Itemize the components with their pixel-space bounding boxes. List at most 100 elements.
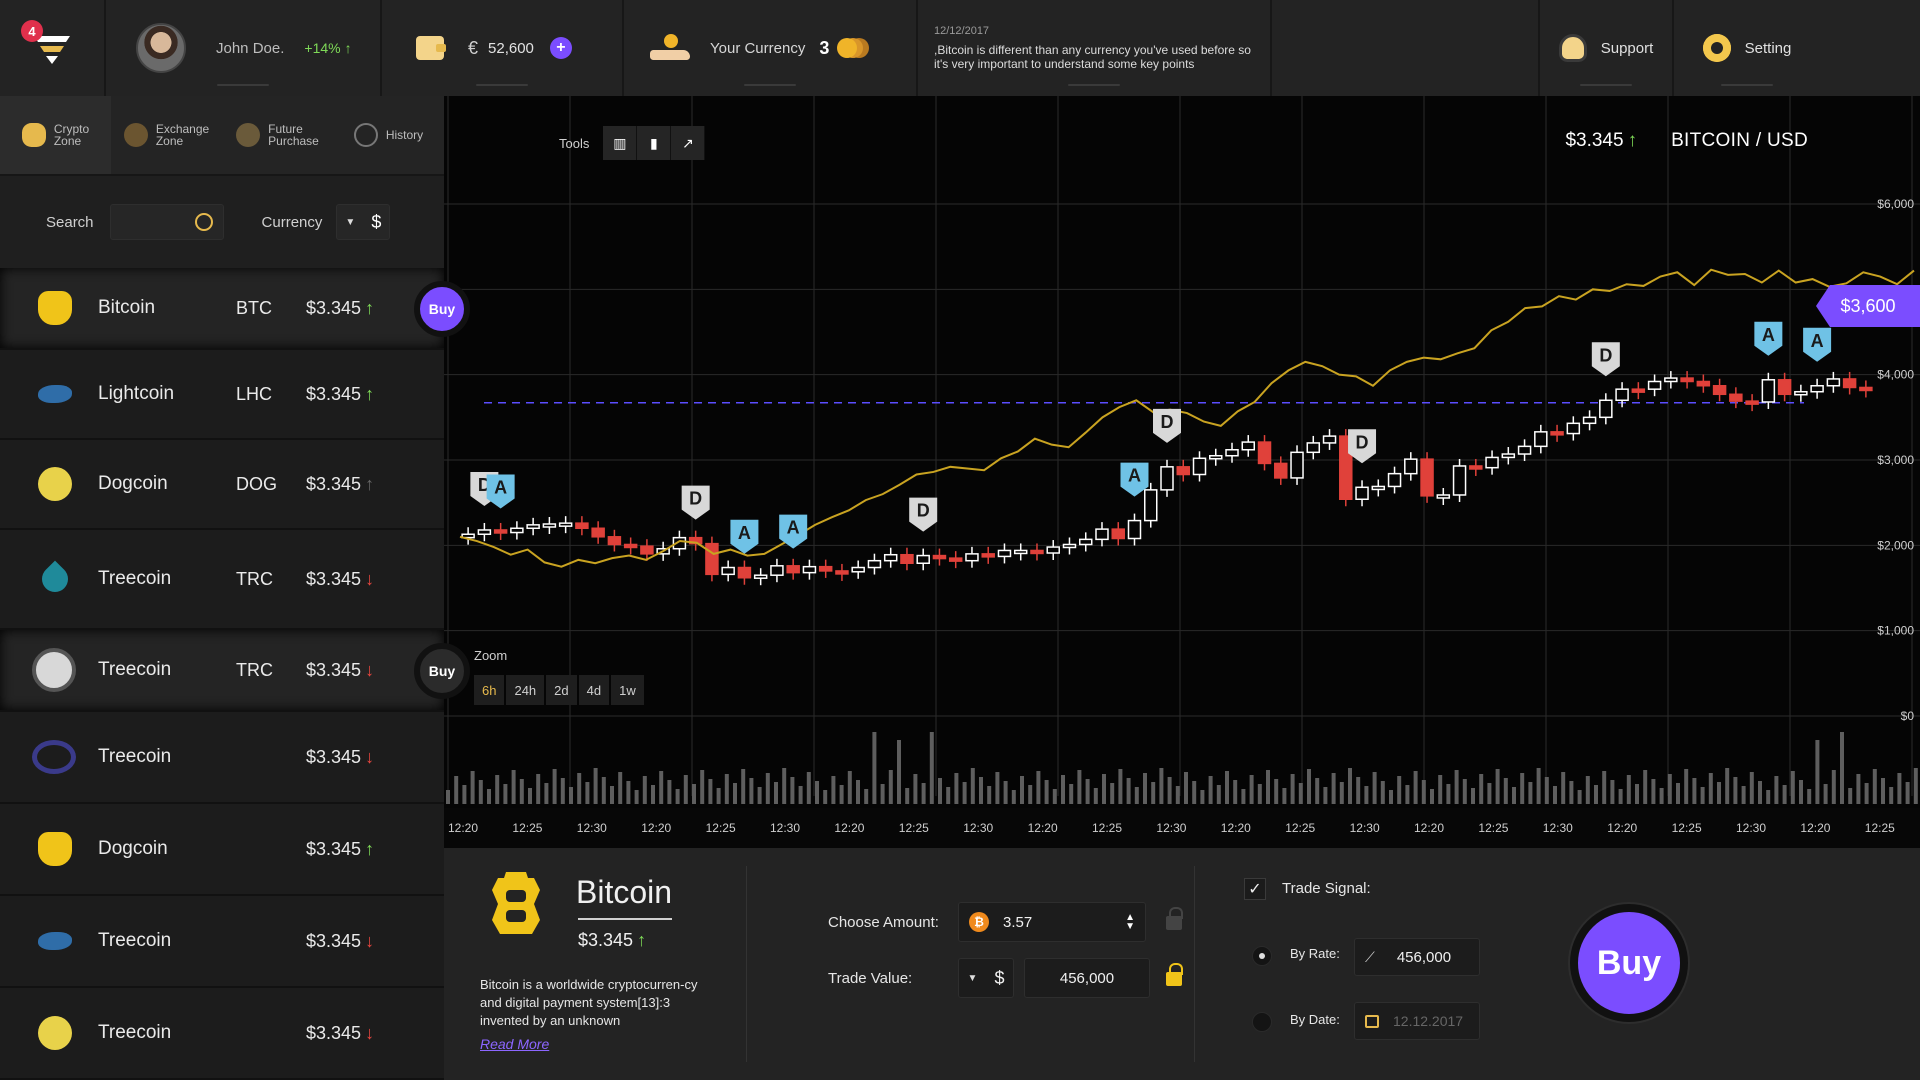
- candle-down: [1696, 380, 1711, 387]
- chart-tools: Tools ▥ ▮ ↗: [559, 126, 706, 160]
- signal-a-marker: [1120, 462, 1149, 497]
- coin-row[interactable]: Dogcoin $3.345 ↑: [0, 804, 444, 896]
- zoom-option[interactable]: 2d: [546, 675, 577, 705]
- coin-name: Treecoin: [98, 746, 172, 767]
- lock-icon[interactable]: [1166, 963, 1183, 986]
- currency-cell[interactable]: Your Currency 3: [624, 0, 918, 96]
- volume-bar: [1028, 785, 1033, 804]
- coin-row[interactable]: Lightcoin LHC $3.345 ↑: [0, 350, 444, 440]
- user-cell[interactable]: John Doe. +14% ↑: [106, 0, 382, 96]
- target-price-tag[interactable]: $3,600: [1816, 285, 1920, 327]
- bar-chart-tool-icon[interactable]: ▥: [603, 126, 638, 160]
- volume-bar: [511, 770, 516, 804]
- coin-name: Treecoin: [98, 930, 172, 951]
- currency-select[interactable]: ▼ $: [336, 204, 391, 240]
- signal-label: D: [689, 489, 702, 509]
- price-chart[interactable]: $6,000$5,000$4,000$3,000$2,000$1,000$0DA…: [444, 96, 1920, 848]
- coin-row[interactable]: Treecoin TRC $3.345 ↓: [0, 530, 444, 630]
- candle-up: [1582, 416, 1597, 425]
- volume-bar: [1594, 785, 1598, 804]
- volume-bar: [675, 789, 680, 804]
- volume-bar: [1585, 776, 1590, 804]
- y-tick-label: $2,000: [1877, 538, 1914, 552]
- coin-description: Bitcoin is a worldwide cryptocurren-cy a…: [480, 977, 698, 1028]
- read-more-link[interactable]: Read More: [480, 1036, 550, 1052]
- trade-currency-select[interactable]: ▼ $: [958, 958, 1014, 998]
- volume-bar: [1421, 780, 1426, 804]
- coin-row[interactable]: Treecoin TRC $3.345 ↓ Buy: [0, 630, 470, 712]
- amount-stepper[interactable]: ₿ 3.57 ▲ ▼: [958, 902, 1146, 942]
- volume-bar: [946, 787, 951, 804]
- support-button[interactable]: Support: [1540, 0, 1674, 96]
- price-header: $3.345 ↑ BITCOIN / USD: [1565, 130, 1808, 152]
- search-input[interactable]: [110, 205, 191, 239]
- user-name: John Doe.: [216, 39, 285, 57]
- logo-cell[interactable]: 4: [0, 0, 106, 96]
- volume-bar: [626, 781, 631, 804]
- row-buy-button[interactable]: Buy: [414, 281, 470, 337]
- buy-button[interactable]: Buy: [1570, 904, 1688, 1022]
- zoom-option[interactable]: 1w: [611, 675, 644, 705]
- trade-currency-value: $: [994, 967, 1005, 988]
- title-divider: [578, 918, 672, 920]
- tab-crypto-zone[interactable]: Crypto Zone: [0, 96, 111, 174]
- volume-bar: [1520, 773, 1525, 804]
- volume-bar: [864, 789, 869, 804]
- wallet-icon: [416, 36, 446, 60]
- trade-signal-checkbox[interactable]: ✓: [1244, 878, 1266, 900]
- zoom-option[interactable]: 24h: [506, 675, 545, 705]
- candle-down: [591, 527, 605, 538]
- volume-bar: [1717, 782, 1721, 804]
- search-icon[interactable]: [194, 213, 213, 231]
- volume-bar: [1848, 788, 1853, 804]
- coin-row[interactable]: Bitcoin BTC $3.345 ↑ Buy: [0, 268, 470, 350]
- notification-badge[interactable]: 4: [21, 20, 43, 42]
- tab-history[interactable]: History: [333, 96, 444, 174]
- future-icon: [236, 123, 261, 147]
- search-field[interactable]: [109, 204, 224, 240]
- stepper-arrows-icon[interactable]: ▲ ▼: [1125, 912, 1135, 932]
- volume-bar: [1487, 783, 1492, 804]
- coin-name: Dogcoin: [98, 838, 168, 859]
- coin-row[interactable]: Treecoin $3.345 ↓: [0, 896, 444, 988]
- divider: [746, 866, 747, 1062]
- add-funds-button[interactable]: +: [549, 37, 572, 59]
- volume-bar: [1856, 774, 1861, 804]
- candle-up: [1143, 489, 1158, 522]
- lock-icon[interactable]: [1166, 907, 1183, 930]
- l-coin-icon: [32, 648, 76, 692]
- news-cell[interactable]: 12/12/2017 ,Bitcoin is different than an…: [918, 0, 1272, 96]
- avatar[interactable]: [136, 23, 186, 73]
- row-buy-button[interactable]: Buy: [414, 643, 470, 699]
- candle-down: [1257, 441, 1272, 465]
- by-rate-radio[interactable]: [1252, 946, 1272, 966]
- volume-bar: [1175, 786, 1180, 804]
- tab-future-purchase[interactable]: Future Purchase: [222, 96, 333, 174]
- leaf-coin-icon: [36, 560, 74, 598]
- by-date-radio[interactable]: [1252, 1012, 1272, 1032]
- volume-bar: [1085, 779, 1090, 804]
- coin-row[interactable]: Treecoin $3.345 ↓: [0, 712, 444, 804]
- tab-exchange-zone[interactable]: Exchange Zone: [111, 96, 222, 174]
- line-tool-icon[interactable]: ↗: [671, 126, 706, 160]
- x-tick-label: 12:25: [1285, 821, 1315, 835]
- coin-price-value: $3.345: [306, 659, 362, 680]
- coin-price: $3.345 ↑: [306, 474, 374, 495]
- coin-price-value: $3.345: [306, 1022, 362, 1043]
- candle-up: [1501, 453, 1516, 459]
- zoom-option[interactable]: 4d: [578, 675, 610, 705]
- volume-bar: [462, 785, 467, 804]
- trade-value-input[interactable]: 456,000: [1024, 958, 1150, 998]
- volume-bar: [938, 778, 942, 804]
- volume-bar: [667, 780, 672, 804]
- candle-down: [1274, 462, 1288, 479]
- candle-tool-icon[interactable]: ▮: [637, 126, 672, 160]
- volume-bar: [1799, 780, 1803, 804]
- setting-button[interactable]: Setting: [1674, 0, 1820, 96]
- coin-row[interactable]: Dogcoin DOG $3.345 ↑: [0, 440, 444, 530]
- by-date-input[interactable]: 12.12.2017: [1354, 1002, 1480, 1040]
- volume-bar: [536, 774, 541, 804]
- coin-row[interactable]: Treecoin $3.345 ↓: [0, 988, 444, 1080]
- zoom-option[interactable]: 6h: [474, 675, 505, 705]
- by-rate-input[interactable]: ⟋ 456,000: [1354, 938, 1480, 976]
